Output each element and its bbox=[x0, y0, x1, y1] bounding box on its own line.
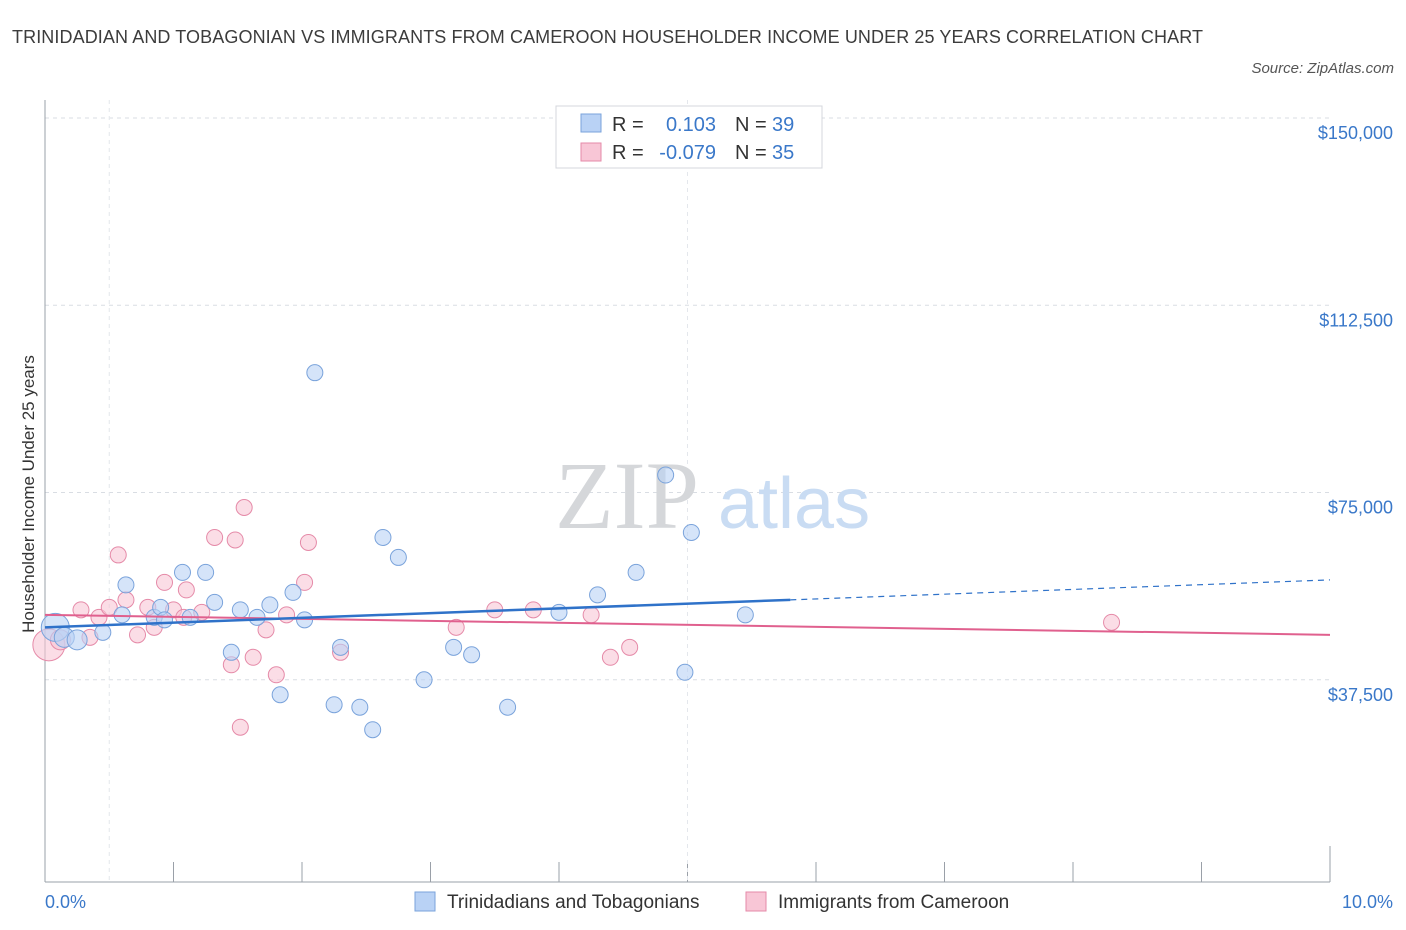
axes bbox=[44, 100, 1331, 883]
data-point-trinidadian bbox=[589, 586, 607, 604]
data-point-trinidadian bbox=[66, 629, 88, 651]
legend-r-label-1: R = bbox=[612, 114, 644, 136]
data-point-cameroon bbox=[299, 533, 317, 551]
bottom-legend-swatch-series2 bbox=[745, 891, 767, 912]
data-point-trinidadian bbox=[156, 611, 174, 629]
data-point-cameroon bbox=[177, 581, 195, 599]
data-point-cameroon bbox=[257, 621, 275, 639]
legend-n-value-1: 39 bbox=[772, 114, 794, 136]
data-point-trinidadian bbox=[306, 364, 324, 382]
data-point-trinidadian bbox=[445, 638, 463, 656]
data-point-trinidadian bbox=[113, 606, 131, 624]
trend-line-trinidadian-extrapolated bbox=[790, 579, 1331, 601]
data-point-cameroon bbox=[156, 573, 174, 591]
data-point-trinidadian bbox=[222, 643, 240, 661]
y-tick-label: $75,000 bbox=[1328, 498, 1393, 518]
bottom-legend: Trinidadians and Tobagonians Immigrants … bbox=[414, 891, 1009, 913]
data-point-cameroon bbox=[621, 638, 639, 656]
legend-r-label-2: R = bbox=[612, 142, 644, 164]
trend-lines bbox=[44, 579, 1331, 636]
data-point-trinidadian bbox=[389, 548, 407, 566]
data-point-cameroon bbox=[447, 618, 465, 636]
legend-r-value-2: -0.079 bbox=[659, 142, 716, 164]
series-trinidadians-points bbox=[40, 364, 754, 739]
chart-title: TRINIDADIAN AND TOBAGONIAN VS IMMIGRANTS… bbox=[12, 27, 1204, 47]
data-point-trinidadian bbox=[117, 576, 135, 594]
trend-line-trinidadian bbox=[44, 598, 791, 629]
y-tick-labels: $37,500 $75,000 $112,500 $150,000 bbox=[1318, 123, 1393, 705]
data-point-trinidadian bbox=[657, 466, 675, 484]
data-point-trinidadian bbox=[231, 601, 249, 619]
data-point-cameroon bbox=[235, 499, 253, 516]
data-point-trinidadian bbox=[197, 563, 215, 581]
data-point-trinidadian bbox=[325, 696, 343, 714]
data-point-cameroon bbox=[72, 601, 90, 619]
source-label: Source: ZipAtlas.com bbox=[1251, 60, 1394, 77]
data-point-trinidadian bbox=[351, 698, 369, 716]
data-point-cameroon bbox=[231, 718, 249, 736]
y-tick-label: $112,500 bbox=[1319, 310, 1393, 330]
bottom-legend-label-series1: Trinidadians and Tobagonians bbox=[447, 892, 699, 913]
data-point-cameroon bbox=[206, 528, 224, 546]
data-point-trinidadian bbox=[463, 646, 481, 664]
stats-legend: R = 0.103 N = 39 R = -0.079 N = 35 bbox=[555, 105, 823, 169]
watermark-atlas: atlas bbox=[718, 464, 870, 544]
data-point-trinidadian bbox=[271, 686, 289, 704]
data-point-cameroon bbox=[582, 606, 600, 624]
data-point-trinidadian bbox=[415, 671, 433, 689]
data-point-trinidadian bbox=[261, 596, 279, 614]
data-point-trinidadian bbox=[284, 583, 302, 601]
data-point-trinidadian bbox=[94, 623, 112, 641]
data-point-cameroon bbox=[129, 626, 147, 644]
data-point-trinidadian bbox=[736, 606, 754, 624]
data-point-cameroon bbox=[117, 591, 135, 609]
data-point-trinidadian bbox=[499, 698, 517, 716]
data-point-cameroon bbox=[226, 531, 244, 549]
legend-swatch-series2 bbox=[580, 142, 602, 162]
bottom-legend-label-series2: Immigrants from Cameroon bbox=[778, 892, 1009, 913]
y-axis-label: Householder Income Under 25 years bbox=[19, 355, 38, 633]
data-point-trinidadian bbox=[206, 593, 224, 611]
y-tick-label: $37,500 bbox=[1328, 685, 1393, 705]
y-tick-label: $150,000 bbox=[1318, 123, 1393, 143]
bottom-legend-swatch-series1 bbox=[414, 891, 436, 912]
legend-n-label-2: N = bbox=[735, 142, 767, 164]
data-point-cameroon bbox=[267, 666, 285, 684]
x-tick-label: 0.0% bbox=[45, 892, 86, 912]
data-point-trinidadian bbox=[364, 721, 382, 739]
data-point-trinidadian bbox=[374, 528, 392, 546]
legend-n-label-1: N = bbox=[735, 114, 767, 136]
data-point-cameroon bbox=[109, 546, 127, 564]
trend-line-cameroon bbox=[44, 613, 1331, 636]
zipatlas-watermark: ZIP atlas bbox=[555, 442, 870, 549]
x-tick-labels: 0.0% 10.0% bbox=[45, 892, 1393, 912]
data-point-trinidadian bbox=[627, 563, 645, 581]
data-point-cameroon bbox=[244, 648, 262, 666]
data-point-cameroon bbox=[296, 573, 314, 591]
data-point-cameroon bbox=[278, 606, 296, 624]
data-point-cameroon bbox=[1103, 613, 1121, 631]
x-tick-label: 10.0% bbox=[1342, 892, 1393, 912]
data-point-trinidadian bbox=[682, 523, 700, 541]
legend-r-value-1: 0.103 bbox=[666, 114, 716, 136]
legend-swatch-series1 bbox=[580, 113, 602, 133]
data-point-trinidadian bbox=[550, 603, 568, 621]
data-point-trinidadian bbox=[676, 663, 694, 681]
legend-n-value-2: 35 bbox=[772, 142, 794, 164]
data-point-cameroon bbox=[601, 648, 619, 666]
data-point-trinidadian bbox=[173, 563, 191, 581]
data-point-trinidadian bbox=[332, 638, 350, 656]
watermark-zip: ZIP bbox=[555, 442, 699, 549]
